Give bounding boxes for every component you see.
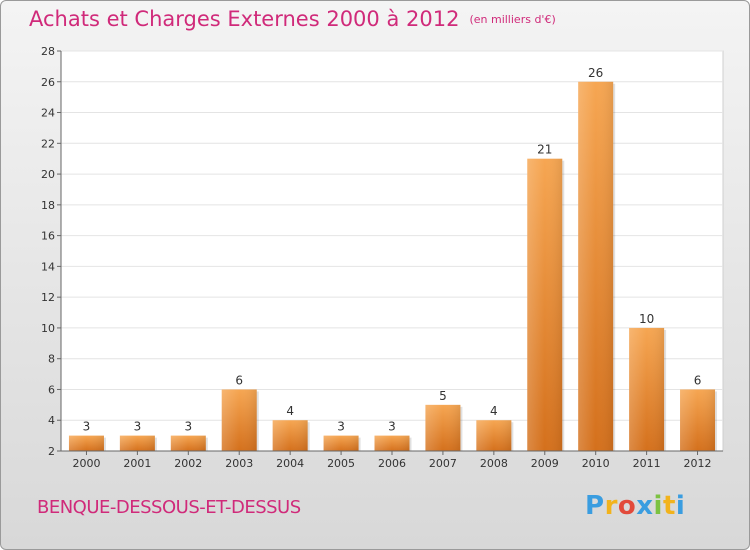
bar-value-label: 6 [235, 373, 243, 387]
bar-highlight [629, 327, 665, 451]
bar-value-label: 26 [588, 66, 603, 80]
bar-value-label: 10 [639, 312, 654, 326]
x-axis: 2000 2001 2002 2003 2004 2005 2006 2007 2008 2009… [61, 450, 723, 470]
x-tick-label: 2009 [531, 457, 559, 470]
commune-name: BENQUE-DESSOUS-ET-DESSUS [37, 497, 301, 518]
bar-value-label: 3 [134, 420, 142, 434]
proxiti-logo: Proxiti [585, 491, 686, 521]
x-tick-label: 2004 [276, 457, 304, 470]
bar-value-label: 21 [537, 143, 552, 157]
x-tick-label: 2008 [480, 457, 508, 470]
bars: 3 3 3 6 4 3 3 5 4 21 26 10 6 [68, 66, 718, 452]
chart-unit: (en milliers d'€) [469, 13, 556, 26]
bar-highlight [272, 420, 308, 451]
bar-highlight [374, 435, 410, 451]
y-tick-label: 4 [48, 414, 55, 427]
chart-title-text: Achats et Charges Externes 2000 à 2012 [29, 7, 460, 31]
bar-value-label: 3 [388, 420, 396, 434]
x-tick-label: 2012 [684, 457, 712, 470]
y-tick-label: 6 [48, 383, 55, 396]
bar-highlight [476, 420, 512, 451]
bar-value-label: 3 [83, 420, 91, 434]
y-tick-label: 14 [41, 260, 55, 273]
x-tick-label: 2000 [72, 457, 100, 470]
bar-value-label: 5 [439, 389, 447, 403]
y-tick-label: 8 [48, 353, 55, 366]
y-tick-label: 16 [41, 230, 55, 243]
bar-value-label: 4 [490, 404, 498, 418]
bar-highlight [527, 158, 563, 451]
y-tick-label: 22 [41, 137, 55, 150]
x-tick-label: 2010 [582, 457, 610, 470]
plot-area [60, 50, 724, 452]
bar-highlight [425, 404, 461, 451]
y-tick-label: 12 [41, 291, 55, 304]
x-tick-label: 2005 [327, 457, 355, 470]
bar-highlight [221, 389, 257, 451]
x-tick-label: 2003 [225, 457, 253, 470]
bar-value-label: 6 [694, 373, 702, 387]
x-tick-label: 2002 [174, 457, 202, 470]
bar-highlight [119, 435, 155, 451]
y-tick-label: 10 [41, 322, 55, 335]
y-tick-label: 26 [41, 76, 55, 89]
bar-highlight [170, 435, 206, 451]
y-tick-label: 24 [41, 107, 55, 120]
bar-highlight [323, 435, 359, 451]
x-tick-label: 2001 [123, 457, 151, 470]
bar-highlight [68, 435, 104, 451]
bar-value-label: 3 [337, 420, 345, 434]
y-tick-label: 18 [41, 199, 55, 212]
bar-highlight [578, 81, 614, 452]
bar-highlight [680, 389, 716, 451]
y-tick-label: 20 [41, 168, 55, 181]
x-tick-label: 2011 [633, 457, 661, 470]
y-tick-label: 2 [48, 445, 55, 458]
x-tick-label: 2006 [378, 457, 406, 470]
bar-value-label: 3 [184, 420, 192, 434]
y-tick-label: 28 [41, 45, 55, 58]
chart-title: Achats et Charges Externes 2000 à 2012 (e… [29, 7, 556, 31]
bar-value-label: 4 [286, 404, 294, 418]
x-tick-label: 2007 [429, 457, 457, 470]
